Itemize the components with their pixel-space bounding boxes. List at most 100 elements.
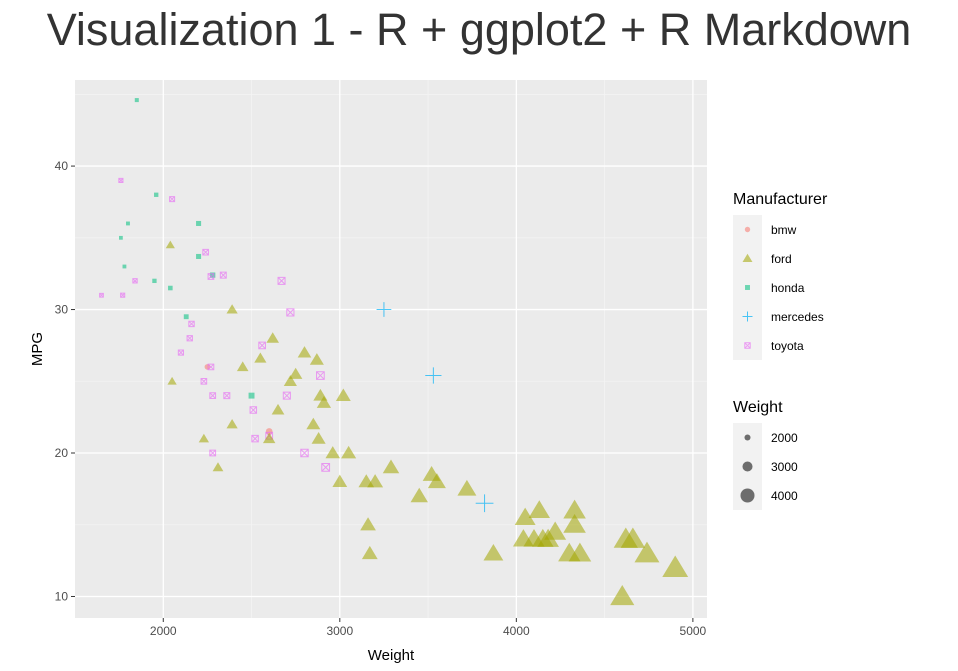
data-point-toyota <box>207 273 215 280</box>
series-ford <box>165 240 689 606</box>
x-tick-label: 2000 <box>150 624 177 638</box>
data-point-toyota <box>200 377 208 385</box>
data-point-ford <box>528 500 550 519</box>
data-point-ford <box>167 376 177 385</box>
data-point-toyota <box>223 392 231 400</box>
legend-key-bmw <box>744 226 751 233</box>
legend-key-ford <box>742 253 753 263</box>
legend-key-toyota <box>744 342 751 349</box>
x-tick-label: 3000 <box>326 624 353 638</box>
minor-gridlines <box>75 80 707 618</box>
data-point-ford <box>325 446 341 459</box>
data-point-ford <box>483 543 504 561</box>
data-point-toyota <box>186 335 193 342</box>
data-point-ford <box>610 584 635 606</box>
data-point-toyota <box>120 292 126 298</box>
data-point-honda <box>183 314 189 320</box>
plot-panel <box>75 80 707 618</box>
data-point-toyota <box>219 271 227 279</box>
data-point-toyota <box>277 276 286 285</box>
data-point-toyota <box>286 308 295 317</box>
data-point-bmw <box>265 428 273 435</box>
legend-label-bmw: bmw <box>771 223 797 237</box>
data-points <box>99 98 689 606</box>
size-legend-title: Weight <box>733 399 783 416</box>
data-point-toyota <box>249 406 258 414</box>
data-point-toyota <box>188 320 195 328</box>
size-legend-key <box>742 461 753 472</box>
data-point-ford <box>297 346 312 358</box>
data-point-ford <box>341 445 357 459</box>
legend-label-toyota: toyota <box>771 339 804 353</box>
data-point-toyota <box>202 248 209 256</box>
data-point-ford <box>427 473 446 489</box>
x-axis-title: Weight <box>368 647 415 664</box>
size-legend-label: 4000 <box>771 489 798 503</box>
data-point-ford <box>271 403 285 415</box>
size-legend-label: 2000 <box>771 431 798 445</box>
y-tick-label: 20 <box>55 446 69 460</box>
data-point-toyota <box>258 341 266 350</box>
data-point-mercedes <box>475 494 494 513</box>
data-point-mercedes <box>376 302 392 317</box>
size-legend-key <box>740 488 755 503</box>
legend-key-honda <box>745 285 750 290</box>
data-point-toyota <box>209 392 217 400</box>
data-point-toyota <box>99 292 104 298</box>
data-point-toyota <box>118 177 124 183</box>
legend-label-mercedes: mercedes <box>771 310 824 324</box>
data-point-ford <box>226 418 238 429</box>
x-tick-label: 4000 <box>503 624 530 638</box>
axis-ticks: 2000 3000 4000 5000 10 20 30 40 <box>55 159 707 638</box>
data-point-ford <box>262 432 276 444</box>
data-point-ford <box>662 555 689 578</box>
legend-label-ford: ford <box>771 252 792 266</box>
data-point-honda <box>196 220 202 226</box>
manufacturer-legend: Manufacturer bmw ford honda mercedes toyota <box>733 191 828 360</box>
data-point-ford <box>236 361 249 372</box>
data-point-toyota <box>177 349 185 356</box>
data-point-mercedes <box>425 367 442 384</box>
data-point-honda <box>134 98 139 103</box>
size-legend-key <box>744 434 751 441</box>
data-point-ford <box>361 545 378 560</box>
size-legend: Weight 2000 3000 4000 <box>733 399 798 510</box>
data-point-ford <box>212 462 224 472</box>
data-point-ford <box>306 417 321 430</box>
data-point-toyota <box>282 391 291 400</box>
data-point-ford <box>563 499 586 519</box>
data-point-ford <box>568 542 592 562</box>
data-point-ford <box>335 388 351 401</box>
page-title: Visualization 1 - R + ggplot2 + R Markdo… <box>46 4 912 55</box>
data-point-honda <box>248 392 255 399</box>
y-axis-title: MPG <box>29 332 46 366</box>
data-point-toyota <box>300 448 309 458</box>
y-tick-label: 30 <box>55 303 69 317</box>
data-point-ford <box>620 527 646 548</box>
data-point-ford <box>332 474 348 487</box>
data-point-ford <box>514 507 536 526</box>
data-point-honda <box>154 192 159 197</box>
data-point-ford <box>544 521 567 540</box>
data-point-toyota <box>251 434 259 443</box>
data-point-toyota <box>207 363 215 371</box>
data-point-ford <box>360 517 376 531</box>
data-point-honda <box>122 264 127 269</box>
data-point-ford <box>563 514 586 533</box>
data-point-honda <box>168 285 173 291</box>
data-point-honda <box>196 253 202 259</box>
legend-key-mercedes <box>742 311 753 322</box>
manufacturer-legend-title: Manufacturer <box>733 191 828 208</box>
data-point-ford <box>457 479 477 496</box>
data-point-honda <box>152 278 157 284</box>
data-point-ford <box>226 304 238 314</box>
data-point-ford <box>289 367 303 379</box>
data-point-toyota <box>321 462 331 472</box>
data-point-ford <box>165 240 175 249</box>
legend-label-honda: honda <box>771 281 805 295</box>
y-tick-label: 40 <box>55 159 69 173</box>
data-point-ford <box>283 375 297 386</box>
data-point-ford <box>367 474 384 488</box>
data-point-toyota <box>169 196 176 203</box>
